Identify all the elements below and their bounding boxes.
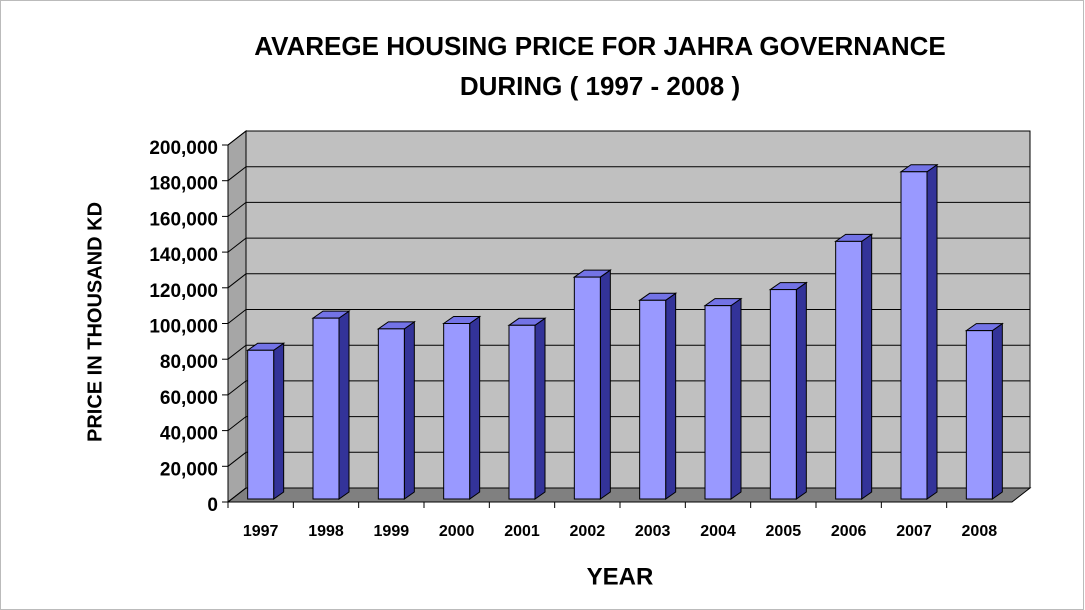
y-tick-label: 160,000 [149,209,218,230]
x-tick-label: 1998 [308,523,344,540]
y-tick-label: 0 [207,495,218,516]
grid-line [227,201,1030,217]
y-tick-label: 200,000 [149,138,218,159]
x-tick-label: 2001 [504,523,540,540]
x-tick-label: 2002 [570,523,606,540]
x-tick-label: 2007 [896,523,932,540]
bar-side [861,233,873,500]
bar-side [469,315,481,500]
bar-front [965,330,993,500]
grid-line [227,309,1030,324]
grid-line [227,416,1030,431]
grid-line [227,166,1030,182]
x-tick-label: 2004 [700,523,736,540]
y-tick-label: 140,000 [149,245,218,266]
bar-side [665,292,677,500]
bar-side [795,281,807,500]
bar-front [443,323,471,500]
bar-side [599,269,611,500]
grid-line [227,487,1030,503]
grid-line [227,451,1030,467]
y-axis-title: PRICE IN THOUSAND KD [84,202,106,442]
bar [964,322,1004,500]
bar [638,292,678,500]
chart-title: AVAREGE HOUSING PRICE FOR JAHRA GOVERNAN… [254,31,945,61]
y-tick-label: 20,000 [160,459,218,480]
bar [311,310,351,500]
grid-line [227,130,1030,146]
bar-front [508,324,536,500]
bar-front [900,171,928,500]
bar [572,269,612,500]
y-tick-label: 120,000 [149,281,218,302]
bar-front [639,299,667,500]
bar-side [730,297,742,500]
grid-line [227,237,1030,253]
bar-side [926,163,938,500]
bar-side [534,317,546,500]
x-tick-label: 1997 [243,523,279,540]
bar-side [403,320,415,500]
bar [246,342,286,500]
bar-front [312,317,340,500]
y-tick-label: 80,000 [160,352,218,373]
bar-front [573,276,601,500]
bar [834,233,874,500]
x-tick-label: 2000 [439,523,475,540]
bar-front [377,328,405,500]
y-tick-label: 180,000 [149,174,218,195]
x-tick-label: 2003 [635,523,671,540]
bar [703,297,743,500]
grid-line [227,380,1030,396]
bar [768,281,808,500]
bar-side [338,310,350,500]
bar [442,315,482,500]
bar-front [835,240,863,500]
bar-side [991,322,1003,500]
bar [899,163,939,500]
y-tick-label: 40,000 [160,424,218,445]
x-tick-label: 2006 [831,523,867,540]
x-axis-title: YEAR [587,563,654,590]
grid-line [227,273,1030,289]
x-tick-label: 1999 [374,523,410,540]
bar-front [704,305,732,500]
bar-front [769,289,797,500]
x-tick-label: 2008 [962,523,998,540]
bar-side [273,342,285,500]
grid-line [227,344,1030,360]
chart-title: DURING ( 1997 - 2008 ) [460,71,740,101]
bar [376,320,416,500]
bar [507,317,547,500]
y-tick-label: 60,000 [160,388,218,409]
bar-front [247,349,275,500]
x-tick-label: 2005 [766,523,802,540]
y-tick-label: 100,000 [149,317,218,338]
